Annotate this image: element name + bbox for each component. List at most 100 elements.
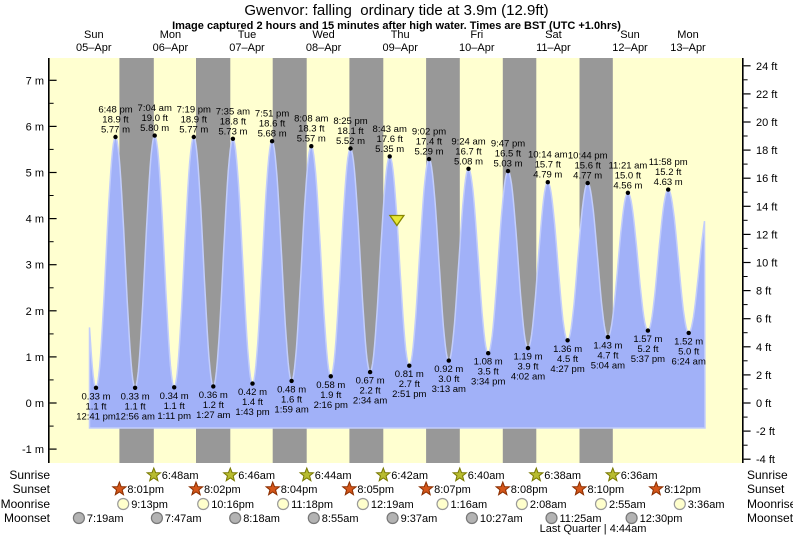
high-tide-dot xyxy=(348,146,353,151)
astro-event-time: 2:08am xyxy=(530,499,567,511)
high-tide-label: 8:25 pm 18.1 ft 5.52 m xyxy=(333,116,367,147)
sunset-star-icon xyxy=(111,480,128,496)
y-axis-label-m: 7 m xyxy=(26,75,44,87)
sunrise-star-icon xyxy=(451,466,468,482)
low-tide-label: 0.42 m 1.4 ft 1:43 pm xyxy=(235,387,269,418)
high-tide-dot xyxy=(625,190,631,195)
low-tide-label: 1.36 m 4.5 ft 4:27 pm xyxy=(550,344,584,375)
moonrise-circle-icon xyxy=(117,497,130,511)
y-axis-label-m: 6 m xyxy=(26,121,44,133)
sunset-star-icon xyxy=(418,480,435,496)
ft-axis-tick xyxy=(743,430,751,432)
high-tide-dot xyxy=(585,180,590,186)
y-axis-label-m: 0 m xyxy=(26,398,44,410)
y-axis-label-ft: -2 ft xyxy=(756,426,775,438)
low-tide-dot xyxy=(172,385,177,390)
m-axis-minor-tick xyxy=(49,241,54,243)
y-axis-label-m: 3 m xyxy=(26,260,44,272)
m-axis-tick xyxy=(49,218,57,220)
astro-event-time: 10:16pm xyxy=(211,499,254,511)
sunset-star-icon xyxy=(571,480,588,496)
low-tide-dot xyxy=(486,351,491,356)
ft-axis-minor-tick xyxy=(743,444,748,446)
y-axis-label-ft: 24 ft xyxy=(756,61,777,73)
high-tide-label: 7:04 am 19.0 ft 5.80 m xyxy=(138,103,172,134)
m-axis-tick xyxy=(49,171,57,174)
y-axis-label-ft: 14 ft xyxy=(756,201,777,213)
moon-phase-footnote: Last Quarter | 4:44am xyxy=(539,523,647,535)
high-tide-label: 11:58 pm 15.2 ft 4.63 m xyxy=(649,157,688,188)
high-tide-label: 10:14 am 15.7 ft 4.79 m xyxy=(528,150,568,181)
sunrise-star-icon xyxy=(298,466,315,482)
sunrise-star-icon xyxy=(375,466,392,482)
low-tide-label: 0.58 m 1.9 ft 2:16 pm xyxy=(314,380,348,411)
astro-event-time: 6:44am xyxy=(315,470,352,482)
y-axis-label-ft: 16 ft xyxy=(756,173,777,185)
moonset-circle-icon xyxy=(229,511,242,525)
moonset-circle-icon xyxy=(625,511,638,525)
y-axis-label-m: 2 m xyxy=(26,306,44,318)
astro-event-time: 11:25am xyxy=(560,513,602,525)
sunrise-star-icon xyxy=(604,466,621,482)
ft-axis-tick xyxy=(743,318,751,320)
m-axis-minor-tick xyxy=(49,379,54,381)
y-axis-label-ft: 4 ft xyxy=(756,342,771,354)
moonrise-circle-icon xyxy=(673,497,686,511)
chart-subtitle: Image captured 2 hours and 15 minutes af… xyxy=(172,20,621,32)
y-axis-label-m: -1 m xyxy=(22,444,44,456)
y-axis-label-ft: 12 ft xyxy=(756,229,777,241)
low-tide-label: 0.36 m 1.2 ft 1:27 am xyxy=(196,390,230,421)
astro-event-time: 9:37am xyxy=(401,513,438,525)
day-date-label: 11–Apr xyxy=(536,42,571,54)
y-axis-label-m: 4 m xyxy=(26,214,44,226)
ft-axis-minor-tick xyxy=(743,332,748,334)
low-tide-dot xyxy=(367,369,373,375)
ft-axis-tick xyxy=(743,346,751,348)
ft-axis-tick xyxy=(743,233,751,235)
sunset-star-icon xyxy=(494,480,511,496)
astro-row-label-right: Moonrise xyxy=(747,497,793,511)
high-tide-label: 6:48 pm 18.9 ft 5.77 m xyxy=(98,105,132,136)
day-date-label: 07–Apr xyxy=(229,42,265,54)
y-axis-label-ft: 6 ft xyxy=(756,314,771,326)
high-tide-dot xyxy=(426,156,432,162)
capture-point-marker-icon xyxy=(388,214,406,227)
astro-event-time: 11:18pm xyxy=(291,499,333,511)
y-axis-label-m: 1 m xyxy=(26,352,44,364)
sunrise-star-icon xyxy=(528,466,545,482)
y-axis-label-ft: 10 ft xyxy=(756,258,777,270)
low-tide-label: 1.52 m 5.0 ft 6:24 am xyxy=(672,336,706,367)
astro-event-time: 6:36am xyxy=(621,470,658,482)
right-axis-line xyxy=(742,58,744,463)
m-axis-tick xyxy=(49,356,57,358)
astro-event-time: 8:02pm xyxy=(204,484,241,496)
moonrise-circle-icon xyxy=(436,497,449,511)
low-tide-dot xyxy=(565,338,570,343)
day-name-label: Fri xyxy=(470,29,483,41)
m-axis-tick xyxy=(49,264,57,266)
astro-event-time: 8:55am xyxy=(322,513,359,525)
low-tide-dot xyxy=(289,378,294,384)
astro-event-time: 1:16am xyxy=(451,499,488,511)
low-tide-dot xyxy=(686,330,691,336)
astro-event-time: 8:01pm xyxy=(127,484,164,496)
high-tide-dot xyxy=(387,154,392,159)
y-axis-label-ft: 18 ft xyxy=(756,145,777,157)
high-tide-dot xyxy=(152,133,157,138)
ft-axis-minor-tick xyxy=(743,135,748,137)
astro-event-time: 8:10pm xyxy=(588,484,625,496)
ft-axis-tick xyxy=(743,205,751,207)
high-tide-label: 8:08 am 18.3 ft 5.57 m xyxy=(294,114,328,145)
high-tide-label: 7:19 pm 18.9 ft 5.77 m xyxy=(177,105,211,136)
day-date-label: 13–Apr xyxy=(670,42,706,54)
m-axis-minor-tick xyxy=(49,425,54,427)
astro-event-time: 8:12pm xyxy=(664,484,701,496)
day-name-label: Sun xyxy=(620,29,640,41)
y-axis-label-m: 5 m xyxy=(26,168,44,180)
astro-event-time: 9:13pm xyxy=(131,499,168,511)
astro-row-label-left: Moonset xyxy=(4,511,51,525)
high-tide-label: 7:51 pm 18.6 ft 5.68 m xyxy=(255,109,289,140)
day-name-label: Wed xyxy=(312,29,334,41)
moonset-circle-icon xyxy=(307,511,320,525)
